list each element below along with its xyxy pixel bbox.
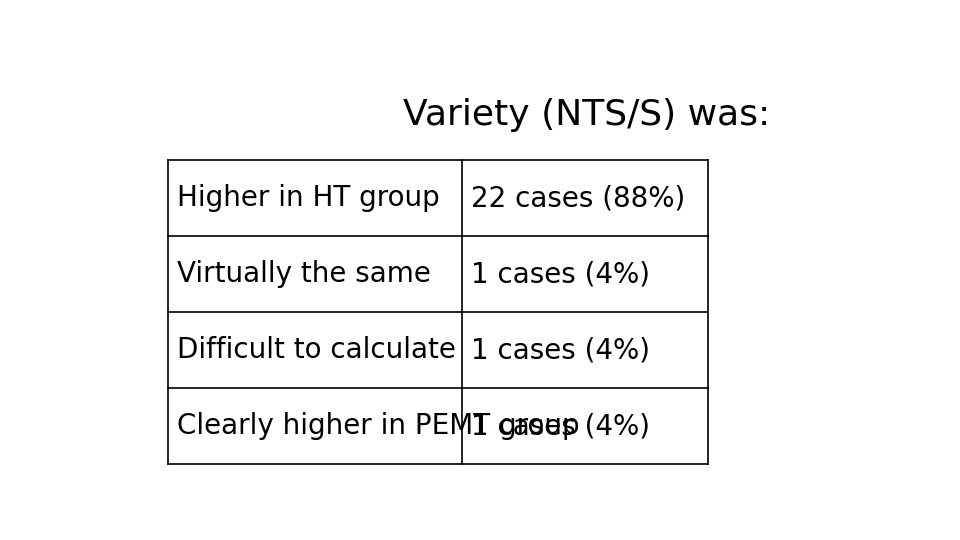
- Text: 1 cases (4%): 1 cases (4%): [471, 336, 650, 364]
- Text: Clearly higher in PEMT group: Clearly higher in PEMT group: [178, 412, 580, 440]
- Text: Higher in HT group: Higher in HT group: [178, 184, 440, 212]
- Text: 1 cases (4%): 1 cases (4%): [471, 412, 650, 440]
- Text: 1 cases (4%): 1 cases (4%): [471, 260, 650, 288]
- Text: Difficult to calculate: Difficult to calculate: [178, 336, 456, 364]
- Text: Variety (NTS/S) was:: Variety (NTS/S) was:: [403, 98, 770, 132]
- Text: 22 cases (88%): 22 cases (88%): [471, 184, 685, 212]
- Text: Virtually the same: Virtually the same: [178, 260, 431, 288]
